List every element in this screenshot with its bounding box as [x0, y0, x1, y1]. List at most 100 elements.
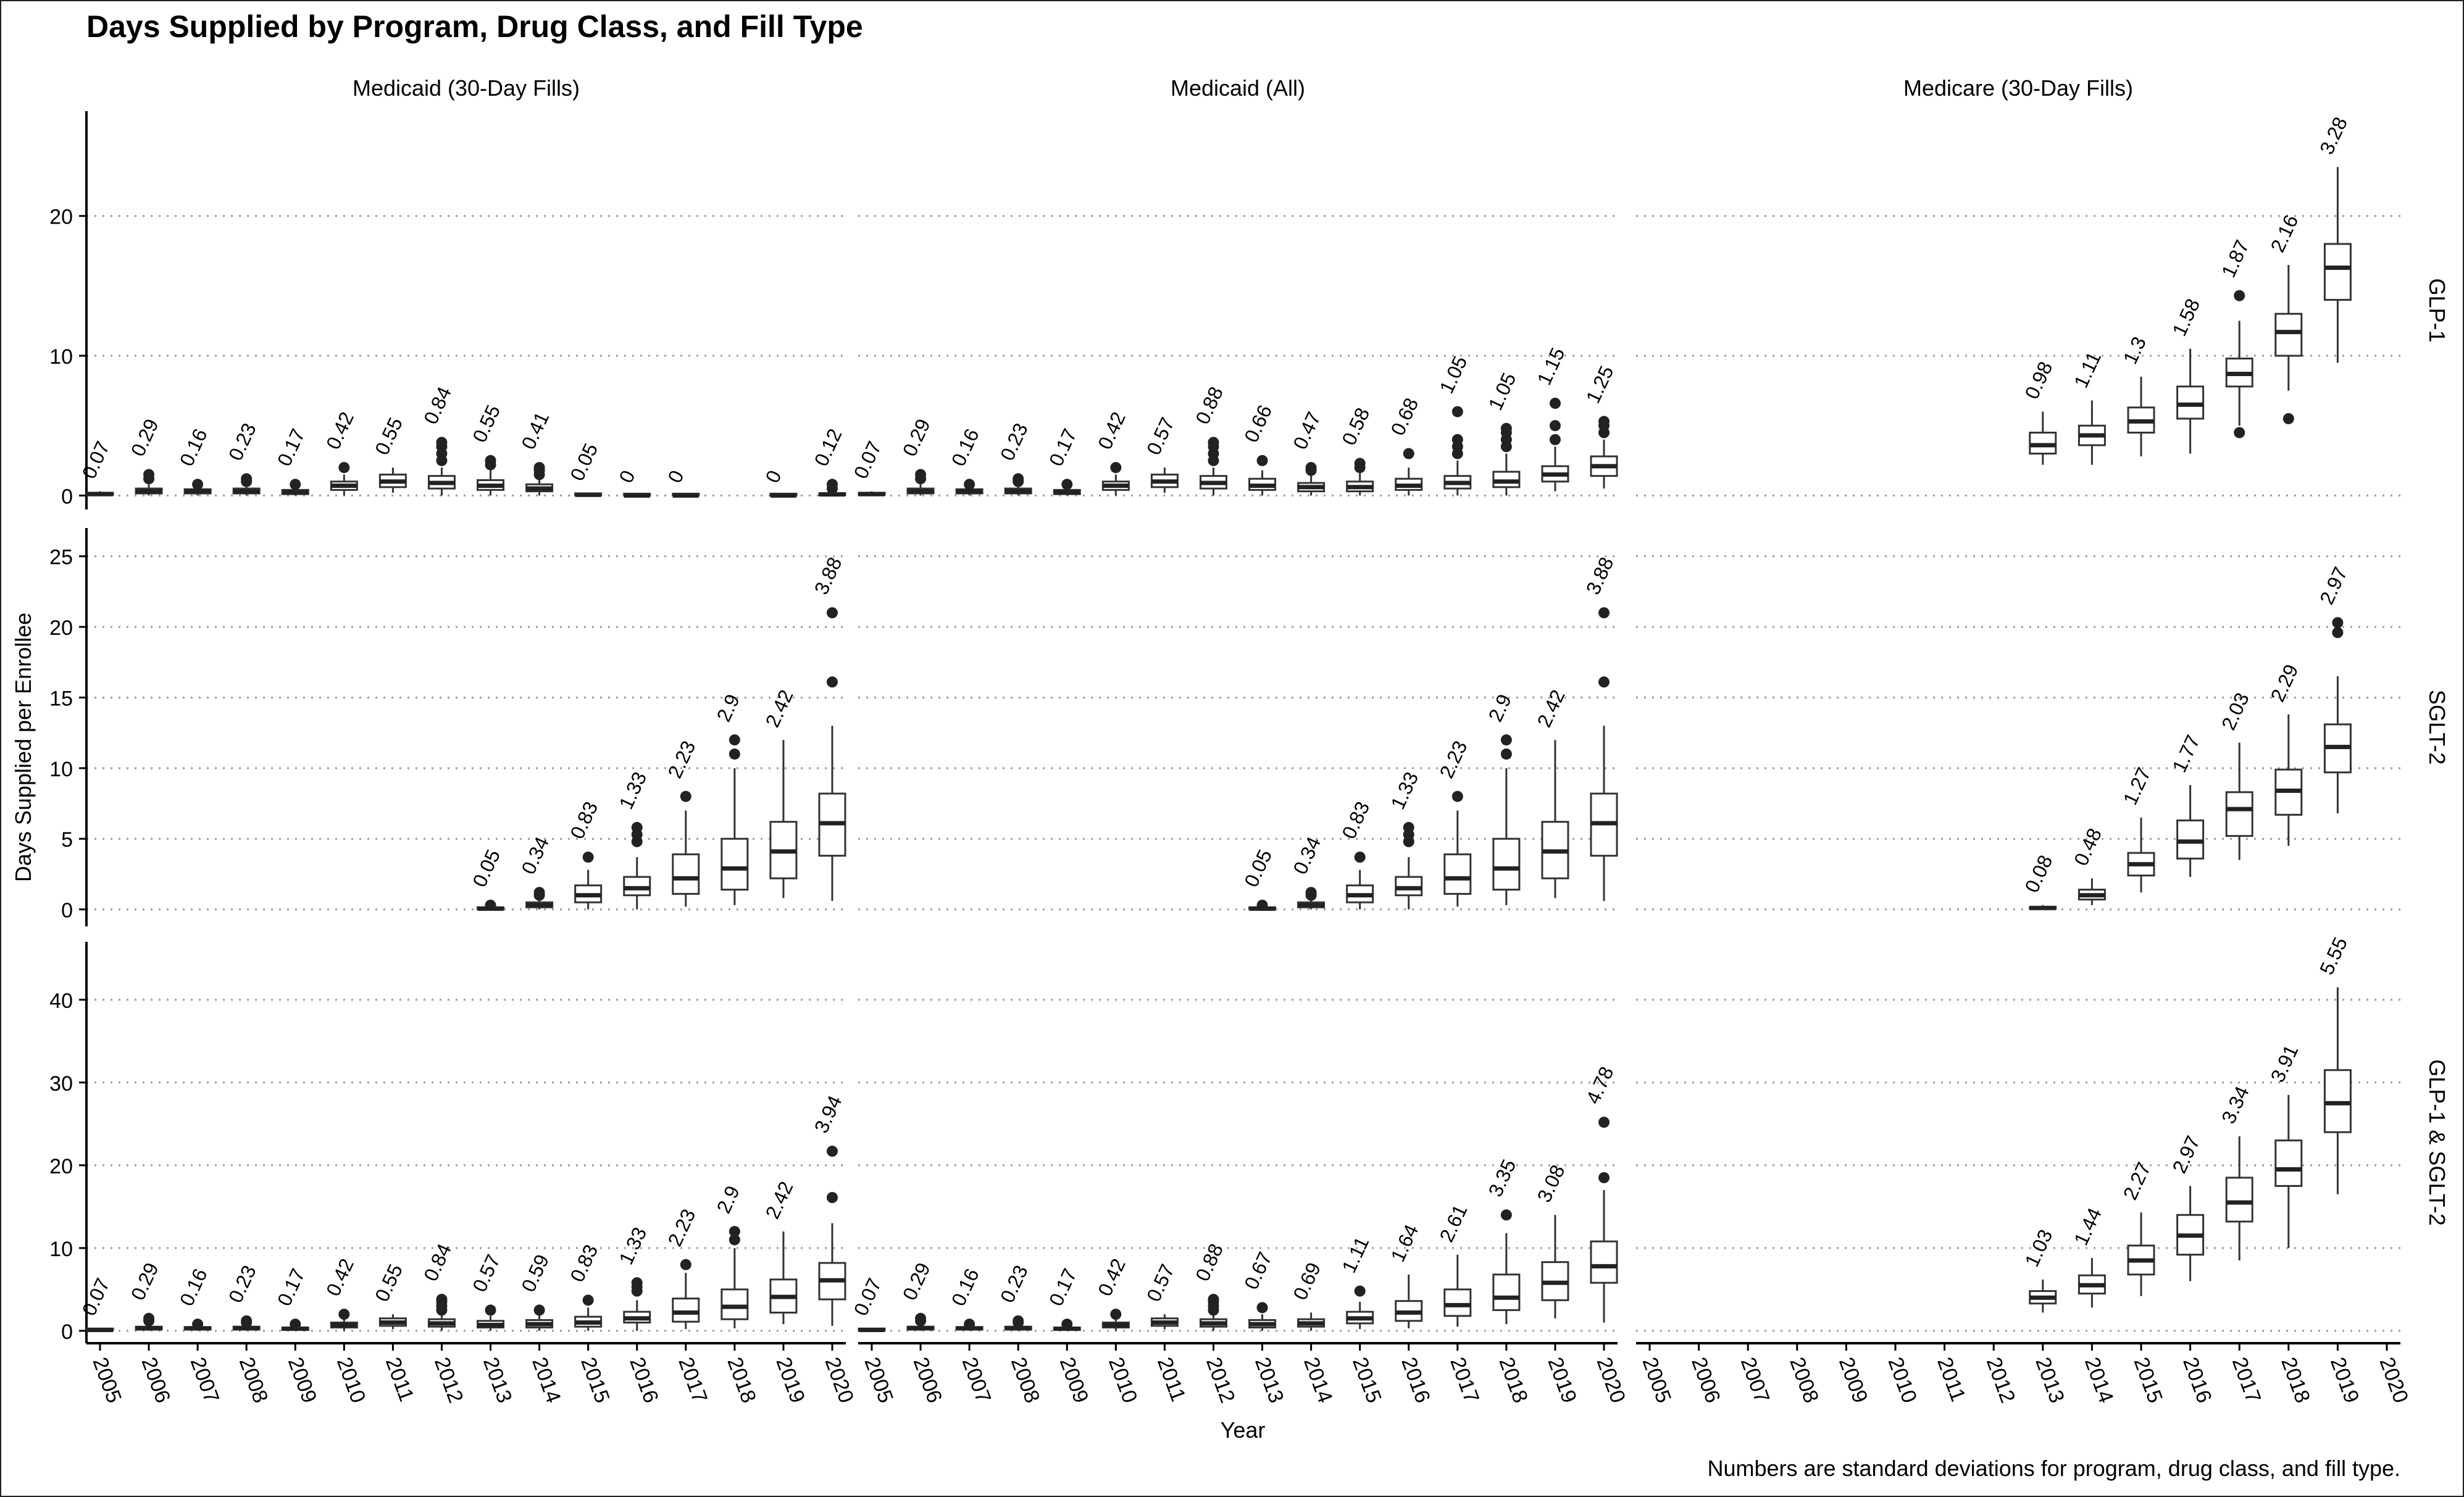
- outlier-point: [1208, 437, 1219, 448]
- outlier-point: [827, 607, 838, 619]
- outlier-point: [631, 1277, 643, 1289]
- box-iqr: [2225, 791, 2253, 837]
- outlier-point: [338, 1309, 350, 1320]
- column-strip-label-medicaid-all: Medicaid (All): [1171, 75, 1305, 101]
- outlier-point: [192, 1319, 204, 1330]
- outlier-point: [1354, 851, 1366, 863]
- outlier-point: [964, 1319, 975, 1330]
- outlier-point: [2332, 617, 2344, 629]
- column-strip-label-medicare-30-day-fills: Medicare (30-Day Fills): [1903, 75, 2133, 101]
- outlier-point: [1598, 607, 1610, 619]
- y-tick-label: 20: [49, 616, 73, 640]
- outlier-point: [533, 1304, 545, 1316]
- outlier-point: [827, 1146, 838, 1157]
- y-tick-label: 30: [49, 1072, 73, 1096]
- outlier-point: [1598, 1117, 1610, 1128]
- outlier-point: [1598, 676, 1610, 688]
- y-tick-label: 0: [61, 899, 73, 923]
- row-strip-label-glp-1-sglt-2: GLP-1 & SGLT-2: [2424, 1059, 2450, 1225]
- box-iqr: [2323, 243, 2352, 301]
- outlier-point: [729, 1234, 740, 1246]
- outlier-point: [1500, 1209, 1512, 1221]
- outlier-point: [436, 1293, 448, 1305]
- outlier-point: [143, 1312, 155, 1324]
- outlier-point: [680, 1259, 691, 1270]
- outlier-point: [143, 469, 155, 480]
- outlier-point: [582, 851, 594, 863]
- outlier-point: [827, 676, 838, 688]
- outlier-point: [1451, 406, 1463, 417]
- outlier-point: [1500, 734, 1512, 746]
- row-strip-label-glp-1: GLP-1: [2424, 278, 2450, 342]
- outlier-point: [533, 887, 545, 899]
- chart-title: Days Supplied by Program, Drug Class, an…: [86, 9, 863, 44]
- box-iqr: [672, 1298, 700, 1323]
- y-tick-label: 15: [49, 687, 73, 710]
- box-iqr: [672, 853, 700, 895]
- outlier-point: [1451, 790, 1463, 802]
- box-iqr: [720, 1288, 749, 1320]
- box-iqr: [1590, 1240, 1618, 1284]
- outlier-point: [1256, 455, 1268, 466]
- box-iqr: [2274, 1139, 2303, 1187]
- box-iqr: [1443, 853, 1472, 895]
- outlier-point: [915, 469, 927, 480]
- outlier-point: [2234, 290, 2245, 301]
- y-tick-label: 40: [49, 989, 73, 1013]
- outlier-point: [2332, 627, 2344, 639]
- y-tick-label: 0: [61, 485, 73, 508]
- outlier-point: [1256, 899, 1268, 911]
- outlier-point: [192, 479, 204, 490]
- outlier-point: [1305, 462, 1317, 474]
- outlier-point: [1061, 479, 1073, 490]
- y-tick-label: 5: [61, 828, 73, 852]
- outlier-point: [964, 479, 975, 490]
- outlier-point: [1013, 1315, 1024, 1327]
- outlier-point: [729, 1226, 740, 1238]
- chart-caption: Numbers are standard deviations for prog…: [1707, 1456, 2400, 1481]
- outlier-point: [1208, 1293, 1219, 1305]
- outlier-point: [729, 734, 740, 746]
- outlier-point: [1500, 748, 1512, 760]
- y-tick-label: 10: [49, 758, 73, 781]
- outlier-point: [1549, 398, 1561, 409]
- y-axis-label: Days Supplied per Enrollee: [10, 613, 36, 882]
- outlier-point: [1403, 821, 1414, 833]
- outlier-point: [1451, 434, 1463, 445]
- y-tick-label: 10: [49, 345, 73, 369]
- outlier-point: [1354, 458, 1366, 469]
- outlier-point: [1061, 1319, 1073, 1330]
- y-tick-label: 10: [49, 1238, 73, 1261]
- outlier-point: [1013, 473, 1024, 485]
- outlier-point: [1598, 1172, 1610, 1183]
- box-iqr: [1492, 837, 1521, 891]
- box-iqr: [1443, 1288, 1472, 1317]
- outlier-point: [338, 462, 350, 474]
- outlier-point: [1354, 1285, 1366, 1297]
- outlier-point: [680, 790, 691, 802]
- outlier-point: [1256, 1302, 1268, 1314]
- box-iqr: [2274, 312, 2303, 357]
- column-strip-label-medicaid-30-day-fills: Medicaid (30-Day Fills): [353, 75, 580, 101]
- outlier-point: [1110, 1309, 1122, 1320]
- outlier-point: [1110, 462, 1122, 474]
- row-strip-label-sglt-2: SGLT-2: [2424, 690, 2450, 765]
- outlier-point: [729, 748, 740, 760]
- y-tick-label: 25: [49, 546, 73, 569]
- outlier-point: [241, 473, 253, 485]
- outlier-point: [915, 1312, 927, 1324]
- outlier-point: [631, 821, 643, 833]
- outlier-point: [290, 479, 301, 490]
- outlier-point: [2282, 413, 2294, 424]
- box-iqr: [1492, 1273, 1521, 1311]
- outlier-point: [436, 437, 448, 448]
- outlier-point: [582, 1294, 594, 1306]
- x-axis-label: Year: [1221, 1417, 1266, 1443]
- outlier-point: [1549, 420, 1561, 432]
- outlier-point: [827, 1192, 838, 1204]
- y-tick-label: 20: [49, 206, 73, 229]
- outlier-point: [290, 1319, 301, 1330]
